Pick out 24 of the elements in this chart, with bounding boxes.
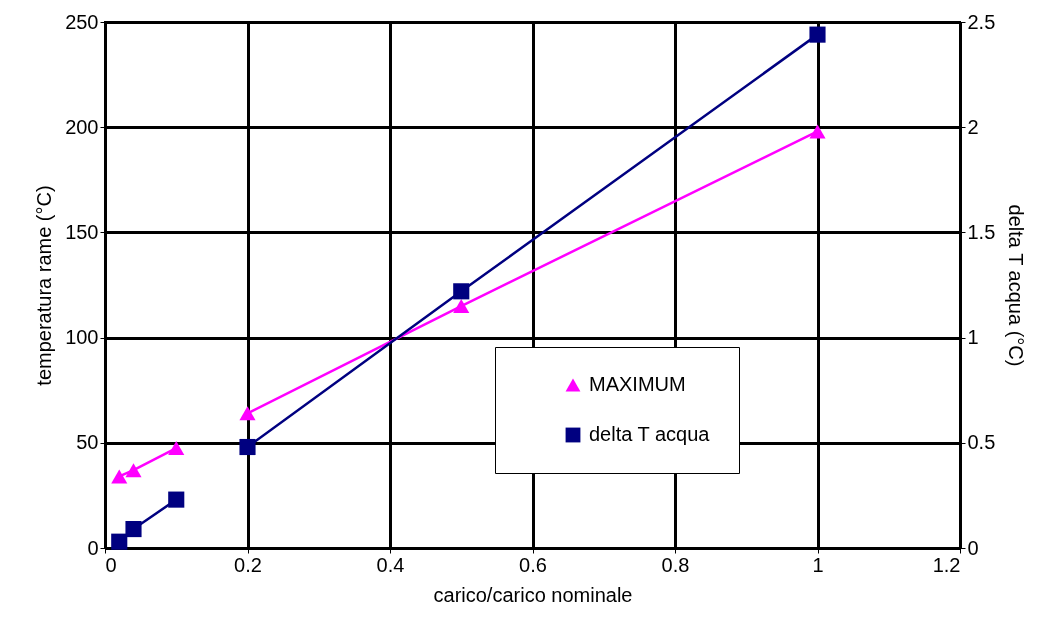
x-tick-label: 0 bbox=[105, 553, 117, 576]
y-tick-label: 0 bbox=[87, 536, 99, 559]
legend-label: delta T acqua bbox=[589, 423, 711, 445]
x-tick-label: 0.8 bbox=[661, 553, 690, 576]
x-tick-label: 1 bbox=[812, 553, 824, 576]
x-tick-label: 1.2 bbox=[932, 553, 961, 576]
legend-label: MAXIMUM bbox=[589, 373, 686, 395]
x-tick-label: 0.6 bbox=[519, 553, 547, 576]
y2-tick-label: 2 bbox=[967, 115, 979, 138]
x-axis-title: carico/carico nominale bbox=[433, 583, 633, 606]
y2-tick-label: 0 bbox=[967, 536, 979, 559]
y-tick-label: 150 bbox=[65, 220, 99, 243]
y2-tick-label: 1 bbox=[967, 326, 979, 349]
y2-tick-label: 1.5 bbox=[967, 220, 996, 243]
y2-tick-label: 0.5 bbox=[967, 431, 996, 454]
y-tick-label: 200 bbox=[65, 115, 99, 138]
y2-axis-title: delta T acqua (°C) bbox=[1005, 204, 1028, 367]
y2-tick-label: 2.5 bbox=[967, 10, 996, 33]
x-tick-label: 0.4 bbox=[376, 553, 405, 576]
y-axis-title: temperatura rame (°C) bbox=[33, 185, 56, 386]
y-tick-label: 100 bbox=[65, 326, 99, 349]
y-tick-label: 250 bbox=[65, 10, 99, 33]
x-tick-label: 0.2 bbox=[234, 553, 262, 576]
y-tick-label: 50 bbox=[76, 431, 99, 454]
